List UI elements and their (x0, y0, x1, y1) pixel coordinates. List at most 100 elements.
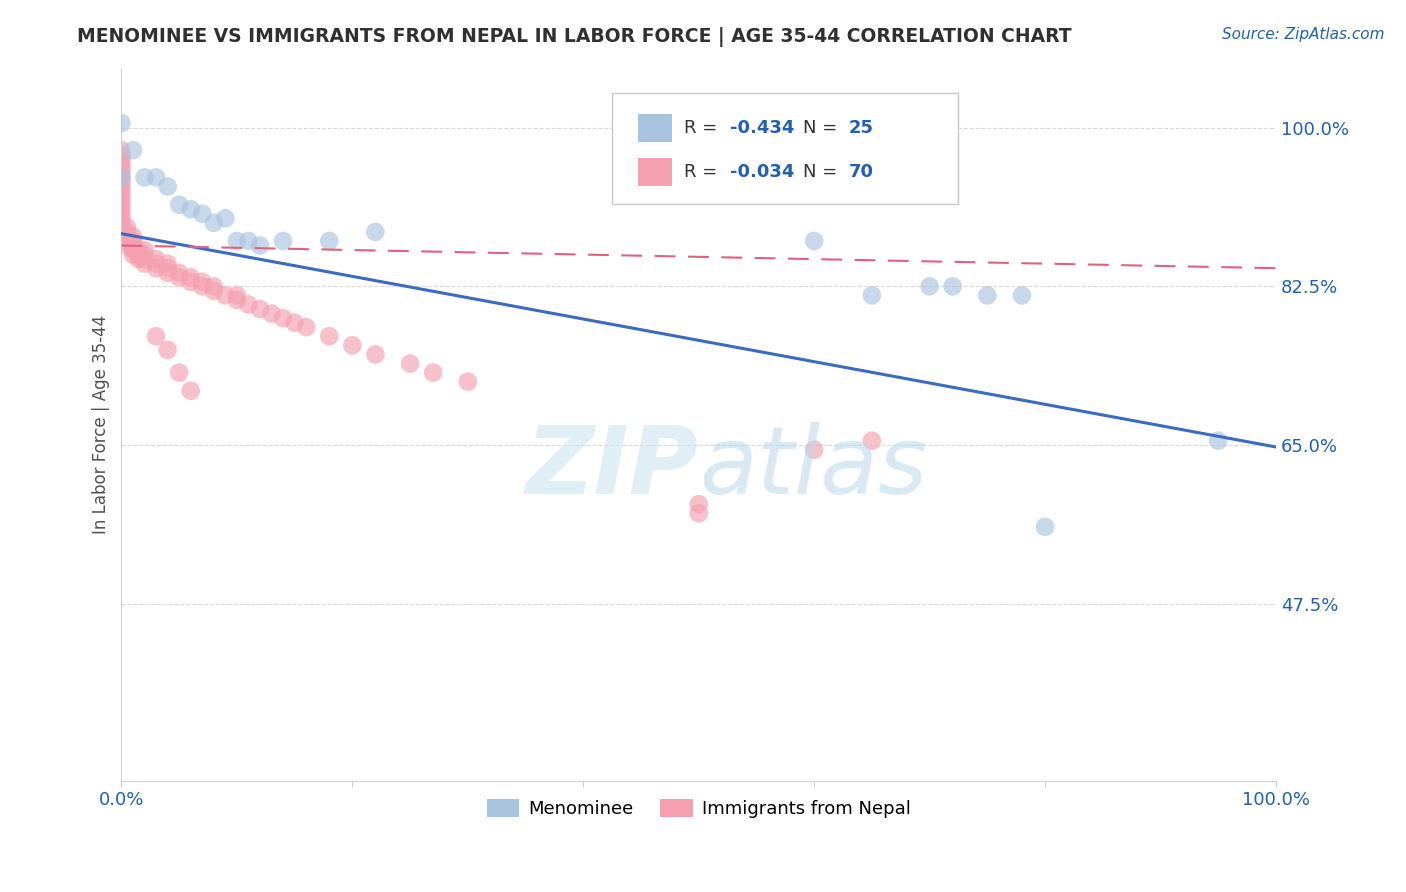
Point (122, 229, 145, 244)
Point (271, 311, 294, 326)
Point (145, 252, 167, 266)
Text: R =: R = (683, 119, 723, 136)
Point (803, 234, 825, 248)
Point (342, 338, 364, 352)
Point (249, 238, 271, 252)
Point (284, 316, 307, 330)
Point (110, 188, 132, 202)
Point (110, 157, 132, 171)
Y-axis label: In Labor Force | Age 35-44: In Labor Force | Age 35-44 (93, 315, 110, 534)
Point (457, 375, 479, 389)
Point (115, 220, 138, 235)
Point (122, 234, 145, 248)
Point (110, 175, 132, 189)
Point (167, 266, 190, 280)
Point (803, 442, 825, 457)
Point (180, 202, 202, 217)
Point (110, 143, 132, 157)
Point (134, 247, 156, 261)
Point (364, 347, 387, 361)
Point (110, 179, 132, 194)
Text: Source: ZipAtlas.com: Source: ZipAtlas.com (1222, 27, 1385, 42)
Point (942, 279, 965, 293)
Point (688, 506, 710, 520)
Point (180, 384, 202, 398)
Point (156, 343, 179, 357)
Point (318, 329, 340, 343)
Point (225, 288, 247, 302)
Point (202, 216, 225, 230)
Point (115, 238, 138, 252)
Point (156, 261, 179, 276)
Point (191, 207, 214, 221)
Point (260, 307, 283, 321)
Point (225, 293, 247, 307)
Point (134, 257, 156, 271)
Point (167, 366, 190, 380)
Point (122, 238, 145, 252)
Point (110, 161, 132, 176)
Point (918, 279, 941, 293)
Point (115, 229, 138, 244)
Point (318, 234, 340, 248)
Point (134, 243, 156, 257)
Point (110, 184, 132, 198)
Text: -0.034: -0.034 (730, 163, 794, 181)
Point (128, 247, 150, 261)
Point (134, 170, 156, 185)
Point (860, 434, 883, 448)
Point (115, 234, 138, 248)
Text: ZIP: ZIP (526, 422, 699, 514)
Text: -0.434: -0.434 (730, 119, 794, 136)
Point (180, 270, 202, 285)
Point (271, 234, 294, 248)
Point (167, 270, 190, 285)
Bar (637, 113, 672, 142)
Point (110, 216, 132, 230)
Point (167, 197, 190, 211)
Point (238, 234, 260, 248)
Point (295, 320, 318, 334)
Point (110, 229, 132, 244)
Point (110, 220, 132, 235)
Point (110, 211, 132, 226)
Point (191, 279, 214, 293)
Point (110, 207, 132, 221)
Point (110, 197, 132, 211)
Point (1033, 520, 1056, 534)
Point (202, 284, 225, 298)
Bar (637, 158, 672, 186)
Point (156, 257, 179, 271)
Point (115, 225, 138, 239)
Point (110, 193, 132, 207)
Point (860, 288, 883, 302)
Text: 25: 25 (849, 119, 873, 136)
Point (238, 297, 260, 311)
Point (134, 252, 156, 266)
Point (214, 288, 236, 302)
Point (214, 211, 236, 226)
Text: R =: R = (683, 163, 723, 181)
Point (191, 275, 214, 289)
Point (110, 202, 132, 217)
Point (110, 153, 132, 167)
Legend: Menominee, Immigrants from Nepal: Menominee, Immigrants from Nepal (479, 791, 918, 825)
Point (110, 166, 132, 180)
Point (122, 243, 145, 257)
Point (110, 225, 132, 239)
Text: 70: 70 (849, 163, 873, 181)
Point (688, 497, 710, 511)
Text: atlas: atlas (699, 422, 927, 513)
Point (128, 243, 150, 257)
Point (145, 257, 167, 271)
Point (110, 116, 132, 130)
Point (145, 261, 167, 276)
Point (225, 234, 247, 248)
Text: N =: N = (803, 119, 842, 136)
Point (156, 266, 179, 280)
Point (145, 170, 167, 185)
Point (180, 275, 202, 289)
Point (1206, 434, 1229, 448)
Point (122, 143, 145, 157)
Point (249, 301, 271, 316)
